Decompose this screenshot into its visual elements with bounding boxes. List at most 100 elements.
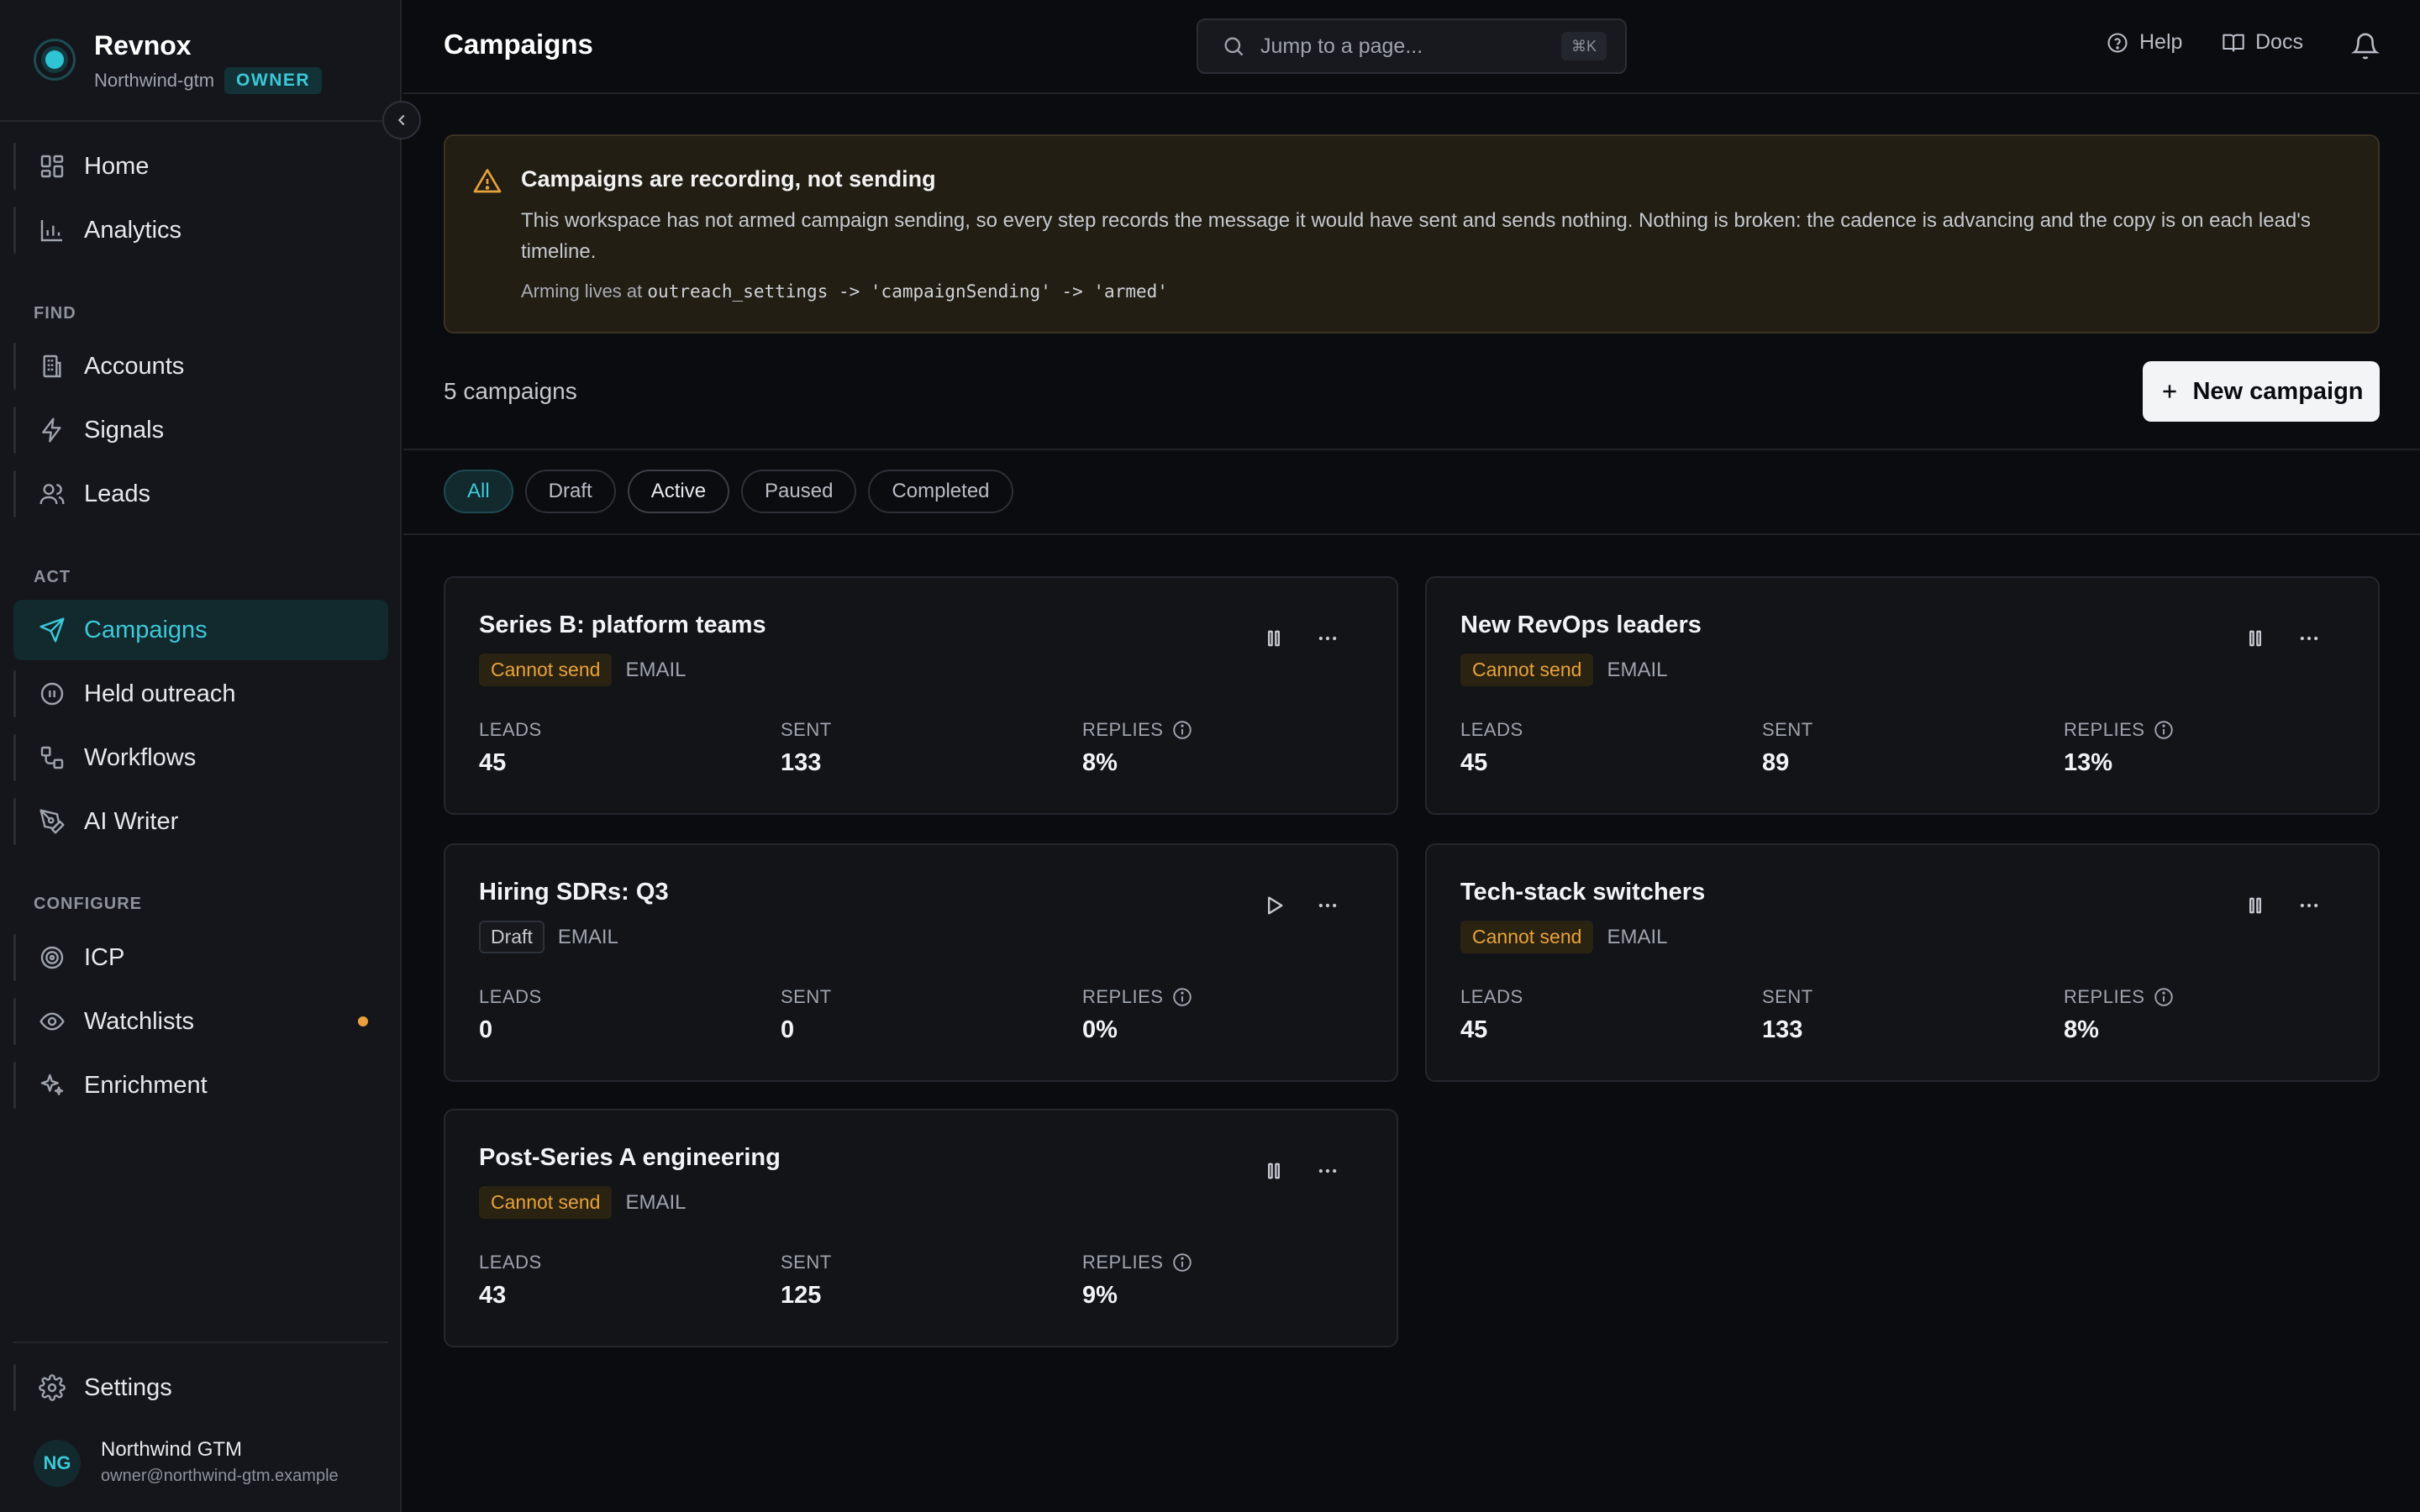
pause-button[interactable] (2240, 623, 2270, 654)
book-icon (2223, 34, 2244, 51)
more-options-button[interactable] (1313, 890, 1343, 921)
notifications-bell-icon[interactable] (2351, 32, 2380, 60)
banner-title: Campaigns are recording, not sending (521, 166, 936, 192)
channel-label: EMAIL (1607, 658, 1668, 681)
stat-value: 125 (781, 1282, 822, 1309)
sidebar-item-icp[interactable]: ICP (13, 927, 388, 988)
stat-label: LEADS (1460, 986, 1523, 1007)
pause-button[interactable] (1259, 1156, 1289, 1186)
search-icon (1224, 37, 1244, 56)
keyboard-shortcut: ⌘K (1560, 32, 1607, 60)
sidebar-item-label: Held outreach (84, 680, 236, 707)
more-options-button[interactable] (1313, 1156, 1343, 1186)
sent-stat: SENT 89 (1762, 719, 1813, 777)
help-icon (2107, 32, 2128, 53)
stat-label: SENT (1762, 986, 1813, 1007)
more-horizontal-icon (2297, 627, 2321, 650)
search-placeholder: Jump to a page... (1260, 34, 1423, 58)
stat-value: 9% (1082, 1282, 1118, 1309)
sidebar-item-ai-writer[interactable]: AI Writer (13, 791, 388, 852)
pause-button[interactable] (2240, 890, 2270, 921)
filter-draft[interactable]: Draft (524, 470, 616, 513)
search-input[interactable]: Jump to a page... ⌘K (1197, 18, 1627, 74)
stat-value: 45 (479, 749, 507, 776)
more-options-button[interactable] (2294, 623, 2324, 654)
filter-all[interactable]: All (444, 470, 513, 513)
campaign-tags: Cannot send EMAIL (479, 654, 686, 686)
campaign-name[interactable]: Tech-stack switchers (1460, 879, 1706, 906)
sparkle-icon (39, 1072, 66, 1099)
sidebar-item-home[interactable]: Home (13, 136, 388, 197)
info-icon[interactable] (1171, 986, 1193, 1008)
sidebar-item-leads[interactable]: Leads (13, 464, 388, 524)
campaign-card[interactable]: Series B: platform teams Cannot send EMA… (444, 576, 1398, 815)
replies-label: REPLIES (1082, 986, 1164, 1007)
info-icon[interactable] (1171, 1252, 1193, 1273)
sidebar-item-settings[interactable]: Settings (13, 1357, 388, 1418)
campaign-name[interactable]: Post-Series A engineering (479, 1144, 781, 1171)
stat-value: 13% (2064, 749, 2113, 776)
more-horizontal-icon (1316, 894, 1339, 917)
help-link[interactable]: Help (2106, 30, 2182, 55)
collapse-sidebar-button[interactable] (382, 101, 421, 139)
target-icon (39, 944, 66, 971)
status-filter-tabs: All Draft Active Paused Completed (444, 470, 1013, 513)
more-options-button[interactable] (1313, 623, 1343, 654)
leads-stat: LEADS 45 (1460, 986, 1523, 1044)
stat-label: REPLIES (1082, 986, 1193, 1008)
stat-label: REPLIES (1082, 719, 1193, 741)
stat-value: 133 (781, 749, 822, 776)
pause-circle-icon (39, 680, 66, 707)
filter-active[interactable]: Active (627, 470, 730, 513)
replies-label: REPLIES (2064, 719, 2145, 740)
sidebar-item-workflows[interactable]: Workflows (13, 727, 388, 788)
campaign-card[interactable]: Post-Series A engineering Cannot send EM… (444, 1109, 1398, 1347)
campaign-card[interactable]: Hiring SDRs: Q3 Draft EMAIL LEADS 0 SENT… (444, 843, 1398, 1082)
workflow-icon (39, 744, 66, 771)
sidebar-item-watchlists[interactable]: Watchlists (13, 991, 388, 1052)
stat-label: LEADS (1460, 719, 1523, 740)
divider (13, 1341, 388, 1343)
info-icon[interactable] (1171, 719, 1193, 741)
leads-stat: LEADS 45 (479, 719, 542, 777)
stat-value: 0 (479, 1016, 493, 1043)
replies-stat: REPLIES 8% (1082, 719, 1193, 777)
campaign-tags: Cannot send EMAIL (479, 1186, 686, 1219)
info-icon[interactable] (2153, 719, 2175, 741)
campaign-name[interactable]: New RevOps leaders (1460, 612, 1702, 638)
new-campaign-label: New campaign (2192, 377, 2364, 405)
sidebar-item-label: Home (84, 152, 150, 180)
play-button[interactable] (1259, 890, 1289, 921)
campaign-name[interactable]: Hiring SDRs: Q3 (479, 879, 669, 906)
arming-prefix: Arming lives at (521, 281, 643, 302)
filter-paused[interactable]: Paused (741, 470, 857, 513)
sidebar-item-signals[interactable]: Signals (13, 400, 388, 460)
campaign-tags: Draft EMAIL (479, 921, 618, 953)
info-icon[interactable] (2153, 986, 2175, 1008)
sidebar-item-label: Enrichment (84, 1071, 208, 1099)
campaign-card[interactable]: New RevOps leaders Cannot send EMAIL LEA… (1425, 576, 2380, 815)
sidebar-item-held-outreach[interactable]: Held outreach (13, 664, 388, 724)
sidebar-item-enrichment[interactable]: Enrichment (13, 1055, 388, 1116)
docs-link[interactable]: Docs (2222, 30, 2303, 55)
workspace-switcher[interactable]: Revnox Northwind-gtm OWNER (34, 30, 370, 94)
campaign-card[interactable]: Tech-stack switchers Cannot send EMAIL L… (1425, 843, 2380, 1082)
new-campaign-button[interactable]: New campaign (2143, 361, 2380, 422)
campaign-name[interactable]: Series B: platform teams (479, 612, 766, 638)
filter-completed[interactable]: Completed (868, 470, 1013, 513)
sidebar-item-campaigns[interactable]: Campaigns (13, 600, 388, 660)
more-options-button[interactable] (2294, 890, 2324, 921)
replies-label: REPLIES (1082, 719, 1164, 740)
workspace-info: Northwind-gtm OWNER (94, 67, 323, 94)
brand-name: Revnox (94, 30, 192, 60)
stat-label: REPLIES (2064, 719, 2175, 741)
sidebar-item-accounts[interactable]: Accounts (13, 336, 388, 396)
stat-value: 8% (1082, 749, 1118, 776)
sidebar-item-label: ICP (84, 943, 125, 971)
sidebar-item-label: Accounts (84, 352, 185, 380)
grid-icon (39, 153, 66, 180)
user-menu[interactable]: NG Northwind GTM owner@northwind-gtm.exa… (34, 1433, 387, 1494)
pause-icon (1262, 1159, 1286, 1183)
sidebar-item-analytics[interactable]: Analytics (13, 200, 388, 260)
pause-button[interactable] (1259, 623, 1289, 654)
